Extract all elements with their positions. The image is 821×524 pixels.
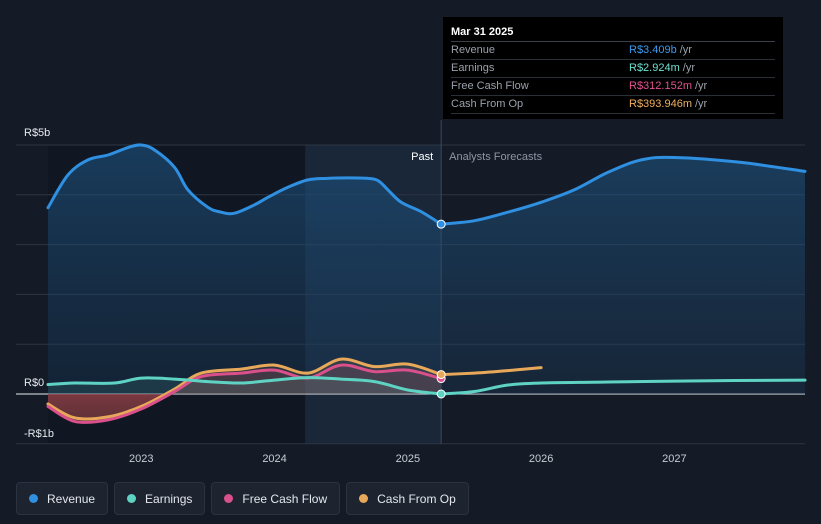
x-tick-label: 2025: [396, 453, 420, 465]
tooltip-row-unit: /yr: [695, 98, 708, 110]
tooltip-row-label: Earnings: [451, 62, 495, 74]
legend-dot-icon: [29, 494, 38, 503]
x-tick-label: 2027: [662, 453, 686, 465]
chart: R$5b R$0 -R$1b 2023 2024 2025 2026 2027 Past Anal…: [16, 120, 807, 465]
x-tick-label: 2024: [262, 453, 286, 465]
legend-dot-icon: [127, 494, 137, 503]
revenue-line: [46, 143, 443, 226]
y-axis-label: R$0: [24, 377, 44, 389]
y-axis-label: -R$1b: [24, 428, 54, 440]
free-cash-flow-line: [46, 363, 443, 424]
cash-from-op-line: [46, 357, 443, 421]
cash-from-op-negative-area: [48, 389, 175, 420]
legend-label: Free Cash Flow: [242, 491, 328, 506]
legend-item-earnings[interactable]: Earnings: [114, 482, 206, 515]
revenue-forecast-line: [439, 155, 807, 226]
tooltip-row-value: R$312.152m: [629, 80, 692, 92]
revenue-area: [48, 144, 805, 394]
past-label: Past: [411, 151, 433, 163]
tooltip-row-value: R$3.409b: [629, 44, 677, 56]
tooltip-row-unit: /yr: [679, 44, 692, 56]
tooltip-date: Mar 31 2025: [451, 23, 775, 42]
tooltip-row-revenue: Revenue R$3.409b /yr: [451, 42, 775, 60]
tooltip-row-earnings: Earnings R$2.924m /yr: [451, 60, 775, 78]
legend-dot-icon: [224, 494, 234, 503]
tooltip-row-label: Revenue: [451, 44, 496, 56]
x-tick-label: 2023: [129, 453, 153, 465]
legend-item-free-cash-flow[interactable]: Free Cash Flow: [211, 482, 341, 515]
earnings-forecast-line: [439, 378, 807, 396]
cash-from-op-point: [436, 370, 446, 380]
tooltip-row-label: Free Cash Flow: [451, 80, 529, 92]
legend-label: Revenue: [47, 491, 96, 506]
earnings-area: [48, 377, 442, 394]
legend-label: Cash From Op: [377, 491, 456, 506]
earnings-line: [46, 376, 443, 396]
cash-from-op-forecast-line: [439, 366, 543, 377]
legend-item-cash-from-op[interactable]: Cash From Op: [346, 482, 469, 515]
legend-label: Earnings: [145, 491, 193, 506]
legend: Revenue Earnings Free Cash Flow Cash Fro…: [16, 482, 469, 515]
tooltip-row-cash-from-op: Cash From Op R$393.946m /yr: [451, 96, 775, 114]
earnings-point: [436, 389, 446, 399]
tooltip-row-free-cash-flow: Free Cash Flow R$312.152m /yr: [451, 78, 775, 96]
y-axis-label: R$5b: [24, 127, 50, 139]
tooltip-row-label: Cash From Op: [451, 98, 524, 110]
tooltip: Mar 31 2025 Revenue R$3.409b /yr Earning…: [443, 17, 783, 119]
legend-item-revenue[interactable]: Revenue: [16, 482, 109, 515]
x-tick-label: 2026: [529, 453, 553, 465]
tooltip-row-value: R$2.924m: [629, 62, 680, 74]
tooltip-row-unit: /yr: [682, 62, 695, 74]
revenue-point: [436, 219, 446, 229]
tooltip-row-unit: /yr: [695, 80, 708, 92]
tooltip-row-value: R$393.946m: [629, 98, 692, 110]
forecast-label: Analysts Forecasts: [449, 151, 542, 163]
legend-dot-icon: [359, 494, 369, 503]
